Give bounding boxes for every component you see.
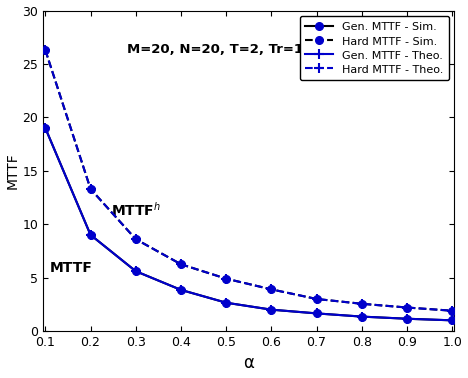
Gen. MTTF - Sim.	[88, 232, 93, 237]
Hard MTTF - Theo.	[223, 276, 229, 281]
Hard MTTF - Sim.	[43, 48, 48, 52]
Text: M=20, N=20, T=2, Tr=1, β=0.5: M=20, N=20, T=2, Tr=1, β=0.5	[127, 43, 357, 56]
Gen. MTTF - Theo.	[449, 318, 455, 322]
Gen. MTTF - Theo.	[223, 301, 229, 305]
Text: MTTF: MTTF	[50, 261, 93, 275]
Gen. MTTF - Theo.	[404, 316, 410, 321]
Hard MTTF - Theo.	[133, 237, 139, 242]
Gen. MTTF - Sim.	[404, 316, 410, 321]
Hard MTTF - Theo.	[359, 302, 365, 306]
Hard MTTF - Sim.	[449, 308, 455, 313]
Gen. MTTF - Sim.	[314, 311, 320, 316]
Legend: Gen. MTTF - Sim., Hard MTTF - Sim., Gen. MTTF - Theo., Hard MTTF - Theo.: Gen. MTTF - Sim., Hard MTTF - Sim., Gen.…	[300, 16, 449, 81]
Line: Hard MTTF - Theo.: Hard MTTF - Theo.	[40, 45, 457, 316]
Gen. MTTF - Theo.	[133, 269, 139, 273]
Gen. MTTF - Sim.	[133, 269, 139, 273]
Gen. MTTF - Sim.	[43, 126, 48, 130]
Gen. MTTF - Theo.	[178, 288, 184, 292]
Hard MTTF - Theo.	[269, 287, 274, 292]
Gen. MTTF - Sim.	[359, 314, 365, 319]
Hard MTTF - Sim.	[269, 287, 274, 292]
Hard MTTF - Sim.	[178, 262, 184, 266]
Hard MTTF - Theo.	[178, 262, 184, 266]
Hard MTTF - Theo.	[449, 308, 455, 313]
Hard MTTF - Sim.	[223, 276, 229, 281]
Gen. MTTF - Sim.	[449, 318, 455, 322]
Hard MTTF - Sim.	[359, 302, 365, 306]
Hard MTTF - Theo.	[404, 305, 410, 310]
Hard MTTF - Sim.	[404, 305, 410, 310]
Hard MTTF - Theo.	[88, 187, 93, 191]
Hard MTTF - Sim.	[314, 297, 320, 301]
Gen. MTTF - Theo.	[43, 126, 48, 130]
Y-axis label: MTTF: MTTF	[6, 152, 20, 189]
Line: Hard MTTF - Sim.: Hard MTTF - Sim.	[42, 46, 456, 314]
X-axis label: α: α	[243, 355, 254, 372]
Line: Gen. MTTF - Sim.: Gen. MTTF - Sim.	[42, 124, 456, 324]
Gen. MTTF - Theo.	[269, 307, 274, 312]
Gen. MTTF - Theo.	[314, 311, 320, 316]
Gen. MTTF - Theo.	[88, 232, 93, 237]
Hard MTTF - Theo.	[314, 297, 320, 301]
Hard MTTF - Sim.	[133, 237, 139, 242]
Text: MTTF$^h$: MTTF$^h$	[111, 201, 161, 218]
Gen. MTTF - Theo.	[359, 314, 365, 319]
Hard MTTF - Theo.	[43, 48, 48, 52]
Gen. MTTF - Sim.	[269, 307, 274, 312]
Gen. MTTF - Sim.	[223, 301, 229, 305]
Line: Gen. MTTF - Theo.: Gen. MTTF - Theo.	[40, 123, 457, 325]
Hard MTTF - Sim.	[88, 187, 93, 191]
Gen. MTTF - Sim.	[178, 288, 184, 292]
